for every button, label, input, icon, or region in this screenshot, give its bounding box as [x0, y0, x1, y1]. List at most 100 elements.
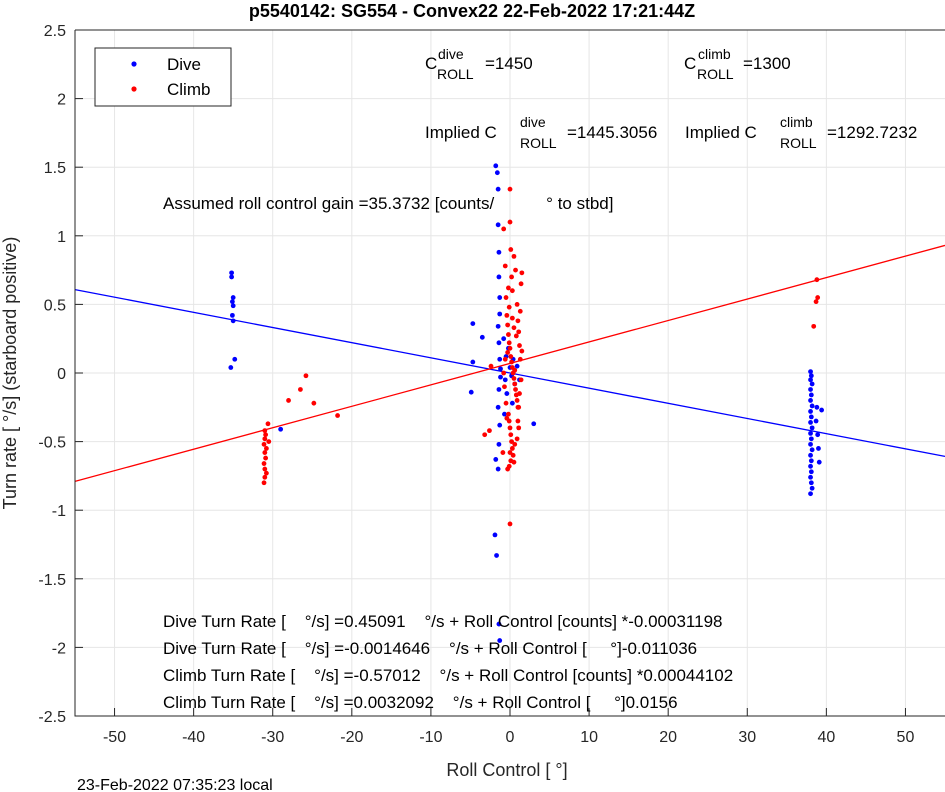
c-climb-sup: climb — [698, 46, 731, 62]
data-point — [278, 426, 284, 432]
data-point — [808, 409, 813, 414]
fit-equation-dive-counts: Dive Turn Rate [ °/s] =0.45091 °/s + Rol… — [163, 612, 722, 631]
implied-dive-sub: ROLL — [520, 135, 557, 151]
data-point — [230, 295, 236, 300]
data-point — [808, 436, 814, 442]
implied-climb-sub: ROLL — [780, 135, 817, 151]
data-point — [263, 432, 269, 438]
data-point — [512, 367, 518, 373]
data-point — [507, 450, 513, 455]
data-point — [510, 452, 516, 458]
x-tick-label: 50 — [897, 729, 915, 746]
data-point — [531, 421, 537, 427]
data-point — [808, 369, 813, 375]
data-point — [495, 323, 501, 329]
data-point — [816, 446, 821, 451]
annotation-c-climb: C climb ROLL =1300 — [684, 46, 791, 82]
x-tick-label: 10 — [580, 729, 598, 746]
data-point — [502, 356, 508, 362]
data-point — [265, 421, 271, 427]
data-point — [507, 345, 513, 351]
data-point — [498, 366, 503, 372]
data-point — [808, 430, 813, 436]
footer-timestamp: 23-Feb-2022 07:35:23 local — [77, 777, 273, 792]
data-point — [519, 348, 525, 354]
data-point — [505, 322, 511, 328]
legend-marker-climb — [131, 86, 137, 92]
data-point — [506, 411, 511, 417]
fit-line — [74, 288, 945, 458]
axes-frame — [74, 30, 945, 717]
data-point — [507, 219, 513, 225]
data-point — [507, 186, 513, 192]
data-point — [286, 398, 291, 403]
data-point — [508, 247, 514, 252]
legend-label-dive: Dive — [167, 55, 201, 74]
data-point — [808, 474, 813, 480]
data-point — [516, 425, 522, 431]
data-point — [509, 274, 514, 280]
data-point — [494, 553, 499, 558]
y-tick-label: -2 — [52, 640, 66, 657]
data-point — [503, 295, 509, 300]
data-point — [506, 285, 511, 291]
data-point — [261, 441, 267, 447]
data-point — [498, 374, 503, 380]
data-point — [496, 274, 502, 280]
data-point — [513, 333, 519, 339]
data-point — [311, 400, 317, 406]
data-point — [511, 253, 517, 259]
y-tick-label: 0 — [57, 366, 66, 383]
data-point — [512, 381, 518, 387]
data-point — [809, 425, 815, 431]
data-point — [492, 532, 498, 538]
series-dive — [228, 163, 825, 643]
implied-climb-value: =1292.7232 — [827, 123, 917, 142]
data-point — [808, 392, 814, 398]
c-dive-sub: ROLL — [437, 66, 474, 82]
data-point — [518, 281, 524, 287]
data-point — [809, 447, 815, 453]
x-axis-label: Roll Control [ °] — [446, 760, 567, 780]
data-point — [262, 428, 268, 434]
data-point — [229, 270, 235, 276]
data-point — [495, 404, 501, 410]
data-point — [502, 384, 507, 390]
data-point — [509, 439, 514, 444]
data-point — [264, 470, 269, 476]
data-point — [506, 304, 512, 310]
y-axis-ticks: -2.5 -2 -1.5 -1 -0.5 0 0.5 1 1.5 2 2.5 — [38, 23, 83, 726]
data-point — [501, 226, 507, 232]
data-point — [468, 389, 474, 395]
data-point — [808, 452, 813, 458]
data-point — [819, 407, 825, 413]
x-tick-label: -40 — [182, 729, 205, 746]
y-tick-label: 1.5 — [44, 160, 66, 177]
implied-climb-main: Implied C — [685, 123, 757, 142]
data-point — [497, 638, 503, 643]
data-point — [496, 340, 502, 346]
data-point — [808, 458, 814, 464]
annotation-implied-dive: Implied C dive ROLL =1445.3056 — [425, 114, 657, 151]
data-point — [501, 336, 507, 342]
data-point — [497, 422, 503, 428]
data-point — [517, 343, 522, 348]
data-point — [229, 274, 235, 280]
c-dive-main: C — [425, 54, 437, 73]
c-climb-value: =1300 — [743, 54, 791, 73]
data-point — [229, 299, 235, 305]
data-point — [511, 325, 517, 331]
data-point — [509, 359, 514, 365]
data-point — [514, 363, 520, 369]
y-tick-label: 0.5 — [44, 297, 66, 314]
chart-title: p5540142: SG554 - Convex22 22-Feb-2022 1… — [249, 1, 695, 21]
annotation-implied-climb: Implied C climb ROLL =1292.7232 — [685, 114, 917, 151]
data-point — [495, 222, 501, 228]
implied-dive-main: Implied C — [425, 123, 497, 142]
y-tick-label: -1.5 — [38, 572, 66, 589]
data-point — [262, 436, 268, 442]
data-point — [506, 340, 512, 346]
c-climb-sub: ROLL — [697, 66, 734, 82]
data-point — [509, 446, 515, 451]
data-point — [503, 400, 509, 406]
